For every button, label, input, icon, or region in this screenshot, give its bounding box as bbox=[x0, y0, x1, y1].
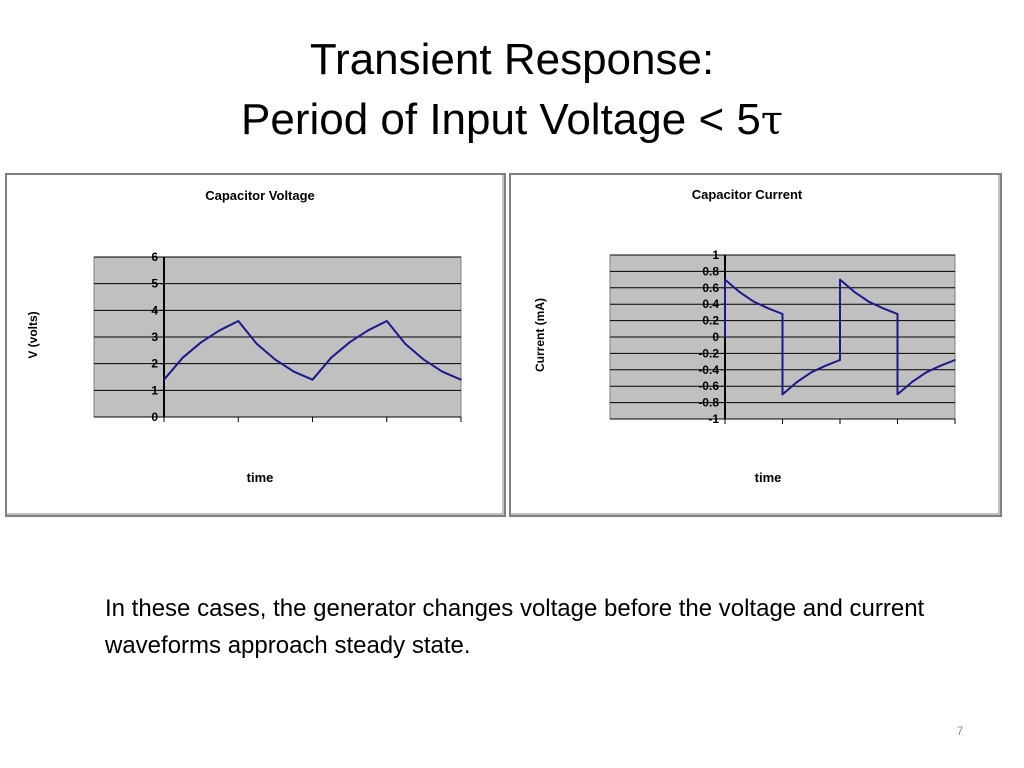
y-tick-label: 4 bbox=[151, 303, 158, 317]
data-point bbox=[181, 357, 184, 359]
data-point bbox=[293, 370, 295, 373]
plot-area: -1 -0.8 -0.6 -0.4 -0.2 0 0.2 0.4 0.6 0.8 1 bbox=[609, 248, 956, 426]
capacitor-current-chart: Capacitor Current -1 -0.8 -0.6 -0.4 -0.2 0 0.2… bbox=[509, 173, 1002, 517]
y-tick-label: 2 bbox=[151, 357, 158, 371]
y-axis-label: V (volts) bbox=[26, 311, 40, 358]
y-tick-label: 1 bbox=[151, 383, 158, 397]
data-point bbox=[218, 329, 221, 332]
data-point bbox=[348, 341, 351, 344]
data-point bbox=[810, 371, 813, 374]
y-tick-label: -1 bbox=[708, 412, 719, 426]
y-tick-label: 0.4 bbox=[702, 297, 719, 311]
data-point bbox=[896, 393, 899, 396]
y-axis-label: Current (mA) bbox=[533, 298, 547, 372]
data-point bbox=[724, 278, 726, 281]
y-tick-label: 0.8 bbox=[702, 264, 719, 278]
data-point bbox=[738, 291, 741, 293]
x-axis-label: time bbox=[247, 470, 274, 485]
y-tick-label: 6 bbox=[151, 250, 158, 264]
slide-title: Transient Response: Period of Input Volt… bbox=[0, 30, 1024, 151]
body-text: In these cases, the generator changes vo… bbox=[105, 595, 925, 659]
data-point bbox=[163, 378, 165, 381]
data-point bbox=[767, 307, 769, 310]
tau-symbol: τ bbox=[760, 98, 783, 144]
data-point bbox=[954, 359, 956, 361]
data-point bbox=[311, 378, 314, 381]
slide-number: 7 bbox=[956, 724, 964, 738]
data-point bbox=[824, 364, 827, 367]
y-tick-label: 0.2 bbox=[702, 314, 719, 328]
title-line-2: Period of Input Voltage < 5 bbox=[241, 95, 761, 144]
data-point bbox=[330, 357, 332, 359]
y-tick-label: -0.4 bbox=[698, 363, 719, 377]
data-point bbox=[839, 359, 841, 361]
data-point bbox=[925, 371, 928, 374]
data-point bbox=[867, 300, 870, 303]
y-tick-label: 5 bbox=[151, 277, 158, 291]
y-tick-label: -0.2 bbox=[698, 346, 719, 360]
x-axis-label: time bbox=[755, 470, 782, 485]
y-tick-label: -0.6 bbox=[698, 379, 719, 393]
data-point bbox=[781, 393, 784, 396]
title-line-1: Transient Response: bbox=[309, 35, 715, 84]
data-point bbox=[796, 381, 798, 383]
data-point bbox=[441, 370, 444, 373]
data-point bbox=[896, 313, 899, 315]
data-point bbox=[853, 291, 856, 293]
data-point bbox=[237, 320, 240, 322]
data-point bbox=[404, 343, 407, 345]
y-tick-label: 0.6 bbox=[702, 281, 719, 295]
data-point bbox=[724, 336, 726, 338]
data-point bbox=[839, 278, 841, 281]
data-point bbox=[367, 329, 369, 332]
data-point bbox=[274, 358, 277, 361]
y-tick-label: 3 bbox=[151, 330, 158, 344]
data-point bbox=[385, 320, 388, 322]
data-point bbox=[256, 343, 258, 345]
current-chart-svg: Capacitor Current -1 -0.8 -0.6 -0.4 -0.2 0 0.2… bbox=[533, 187, 956, 485]
y-tick-label: -0.8 bbox=[698, 396, 719, 410]
y-tick-label: 1 bbox=[712, 248, 719, 262]
data-point bbox=[781, 313, 784, 315]
chart-title: Capacitor Current bbox=[692, 187, 803, 202]
data-point bbox=[460, 378, 462, 381]
chart-title: Capacitor Voltage bbox=[205, 188, 315, 203]
data-point bbox=[200, 341, 202, 344]
y-tick-label: 0 bbox=[712, 330, 719, 344]
data-point bbox=[911, 381, 913, 383]
data-point bbox=[882, 307, 884, 310]
data-point bbox=[752, 300, 755, 303]
data-point bbox=[939, 364, 942, 367]
data-point bbox=[423, 358, 425, 361]
